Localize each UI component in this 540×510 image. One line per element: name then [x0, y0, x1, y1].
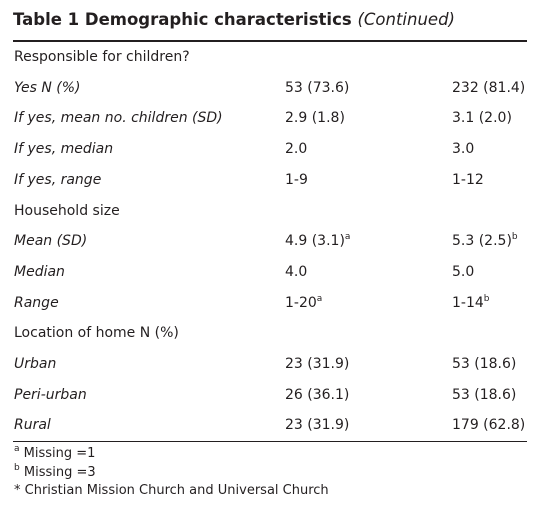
table-row: Range 1-20a 1-14b	[0, 288, 540, 319]
table-row: If yes, mean no. children (SD) 2.9 (1.8) 3…	[0, 103, 540, 134]
footnote: b Missing =3	[14, 462, 329, 483]
cell-superscript: b	[483, 293, 490, 304]
cell: 1-14b	[452, 288, 490, 319]
row-label: Mean (SD)	[14, 233, 88, 250]
table-row: Mean (SD) 4.9 (3.1)a 5.3 (2.5)b	[0, 226, 540, 257]
cell: 1-9	[285, 165, 308, 196]
footnote: * Christian Mission Church and Universal…	[14, 482, 329, 501]
cell-superscript: b	[511, 232, 518, 243]
cell-text: 4.0	[285, 263, 308, 280]
row-label: Rural	[14, 417, 51, 434]
table-row: Urban 23 (31.9) 53 (18.6)	[0, 349, 540, 380]
footnote-marker: b	[14, 462, 20, 473]
cell: 23 (31.9)	[285, 349, 349, 380]
footnote-marker: a	[14, 444, 20, 454]
cell-text: 5.3 (2.5)	[452, 233, 512, 250]
table-row: If yes, range 1-9 1-12	[0, 165, 540, 196]
cell-text: 2.9 (1.8)	[285, 110, 345, 127]
table-row: Peri-urban 26 (36.1) 53 (18.6)	[0, 380, 540, 411]
cell: 53 (18.6)	[452, 349, 516, 380]
table-row: Yes N (%) 53 (73.6) 232 (81.4)	[0, 73, 540, 104]
row-label: Responsible for children?	[14, 49, 190, 65]
cell-text: 1-9	[285, 171, 308, 188]
title-text: Table 1 Demographic characteristics	[13, 10, 352, 29]
table-row: Rural 23 (31.9) 179 (62.8)	[0, 410, 540, 441]
cell: 53 (18.6)	[452, 380, 516, 411]
cell: 2.0	[285, 134, 307, 165]
cell-text: 53 (73.6)	[285, 79, 350, 96]
cell-text: 3.0	[452, 141, 475, 158]
cell-text: 5.0	[452, 263, 475, 280]
cell: 5.3 (2.5)b	[452, 226, 518, 257]
cell: 232 (81.4)	[452, 73, 525, 104]
cell: 4.0	[285, 257, 307, 288]
row-label: Range	[14, 294, 59, 311]
row-label: Median	[14, 263, 65, 280]
row-label: Household size	[14, 202, 120, 219]
table-row: If yes, median 2.0 3.0	[0, 134, 540, 165]
table-row: Responsible for children?	[0, 42, 540, 73]
table-title: Table 1 Demographic characteristics (Con…	[13, 10, 455, 29]
table-row: Median 4.0 5.0	[0, 257, 540, 288]
cell: 23 (31.9)	[285, 410, 349, 441]
top-rule	[13, 40, 527, 42]
row-label: If yes, median	[14, 141, 114, 158]
cell: 3.0	[452, 134, 474, 165]
bottom-rule	[13, 441, 527, 442]
cell-text: 179 (62.8)	[452, 417, 526, 434]
cell-text: 1-14	[452, 294, 484, 311]
cell-text: 2.0	[285, 141, 308, 158]
cell-text: 1-20	[285, 294, 317, 311]
row-label: If yes, mean no. children (SD)	[14, 110, 223, 127]
cell-text: 26 (36.1)	[285, 386, 350, 403]
footnotes: a Missing =1 b Missing =3 * Christian Miss…	[14, 445, 329, 501]
footnote-marker: *	[14, 483, 21, 498]
cell: 53 (73.6)	[285, 73, 349, 104]
footnote: a Missing =1	[14, 445, 329, 464]
cell-text: 23 (31.9)	[285, 356, 350, 372]
cell: 26 (36.1)	[285, 380, 349, 411]
cell-superscript: a	[316, 293, 323, 304]
cell-text: 1-12	[452, 171, 484, 188]
row-label: Peri-urban	[14, 386, 87, 403]
cell: 5.0	[452, 257, 474, 288]
table-row: Household size	[0, 196, 540, 227]
cell-text: 23 (31.9)	[285, 417, 350, 434]
cell: 2.9 (1.8)	[285, 103, 345, 134]
footnote-text: Missing =3	[23, 464, 96, 480]
row-label: If yes, range	[14, 171, 102, 188]
cell-text: 3.1 (2.0)	[452, 110, 512, 127]
cell: 179 (62.8)	[452, 410, 525, 441]
cell-text: 4.9 (3.1)	[285, 233, 345, 250]
cell-text: 232 (81.4)	[452, 79, 526, 96]
cell: 3.1 (2.0)	[452, 103, 512, 134]
row-label: Urban	[14, 356, 57, 372]
cell: 1-20a	[285, 288, 322, 319]
cell-text: 53 (18.6)	[452, 386, 517, 403]
cell: 4.9 (3.1)a	[285, 226, 350, 257]
cell: 1-12	[452, 165, 484, 196]
cell-superscript: a	[344, 232, 351, 243]
cell-text: 53 (18.6)	[452, 356, 517, 372]
row-label: Yes N (%)	[14, 79, 81, 96]
table-row: Location of home N (%)	[0, 318, 540, 349]
footnote-text: Christian Mission Church and Universal C…	[24, 483, 329, 498]
row-label: Location of home N (%)	[14, 325, 179, 342]
footnote-text: Missing =1	[23, 446, 96, 461]
title-suffix: (Continued)	[357, 10, 455, 29]
